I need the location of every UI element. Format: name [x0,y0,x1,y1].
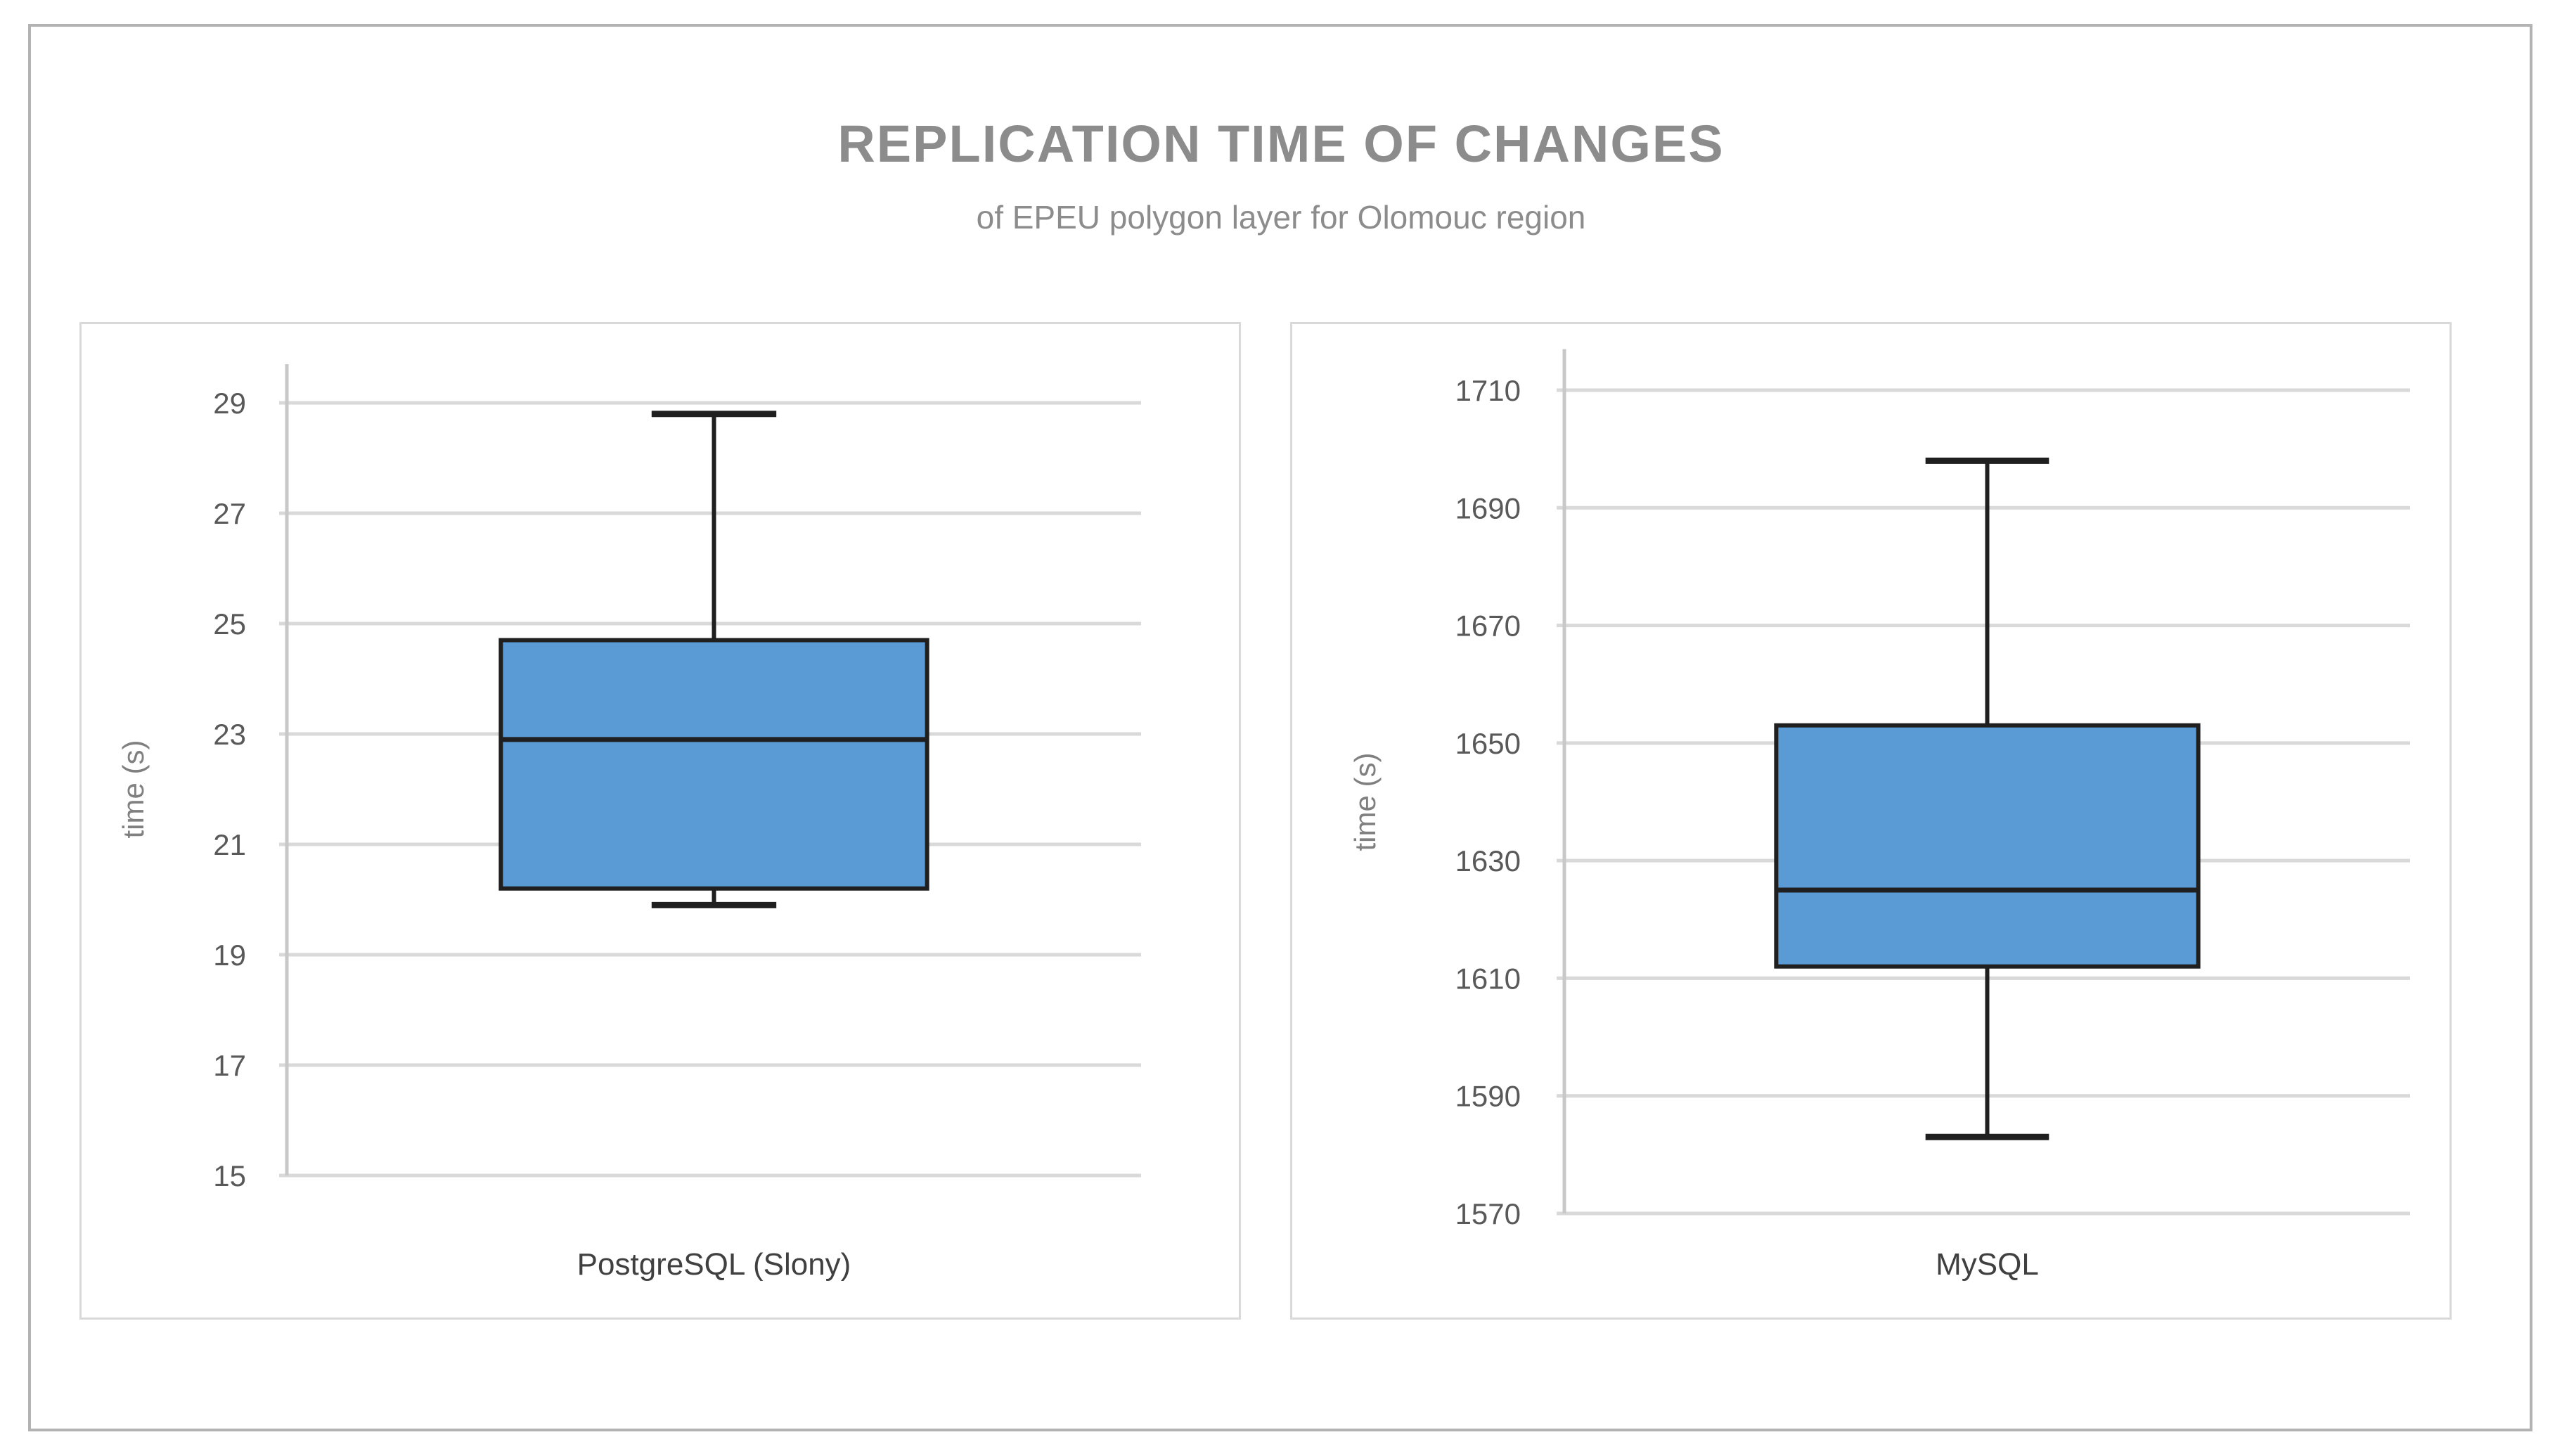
y-tick-label: 1610 [1455,962,1521,995]
y-tick-label: 1650 [1455,727,1521,760]
boxplot-mysql: 1710 1690 1670 1650 1630 1610 1590 1570 time (s)… [1348,349,2410,1282]
y-tick-label: 1710 [1455,374,1521,407]
boxplot-postgresql: 29 27 25 23 21 19 17 15 time (s) PostgreSQL (Slon… [117,364,1141,1282]
iqr-box [1774,723,2201,969]
y-tick-label: 1670 [1455,610,1521,643]
y-axis-title: time (s) [1348,753,1382,851]
y-tick-label: 1630 [1455,844,1521,877]
chart-subtitle: of EPEU polygon layer for Olomouc region [976,199,1586,236]
y-axis-title: time (s) [117,740,150,839]
y-tick-label: 25 [213,607,246,640]
category-label: MySQL [1936,1247,2039,1282]
y-tick-label: 19 [213,939,246,972]
boxplot-panel-postgresql: 29 27 25 23 21 19 17 15 time (s) PostgreSQL (Slon… [79,322,1241,1320]
chart-title: REPLICATION TIME OF CHANGES [837,115,1725,173]
y-tick-label: 21 [213,828,246,861]
y-tick-label: 1690 [1455,491,1521,524]
y-tick-label: 1570 [1455,1197,1521,1230]
boxplot-panel-mysql: 1710 1690 1670 1650 1630 1610 1590 1570 time (s)… [1290,322,2452,1320]
y-tick-label: 29 [213,387,246,420]
y-tick-label: 15 [213,1159,246,1192]
y-tick-label: 1590 [1455,1080,1521,1113]
category-label: PostgreSQL (Slony) [577,1247,851,1282]
iqr-box [498,638,929,891]
y-tick-label: 27 [213,497,246,530]
y-tick-label: 23 [213,718,246,751]
y-tick-label: 17 [213,1049,246,1082]
